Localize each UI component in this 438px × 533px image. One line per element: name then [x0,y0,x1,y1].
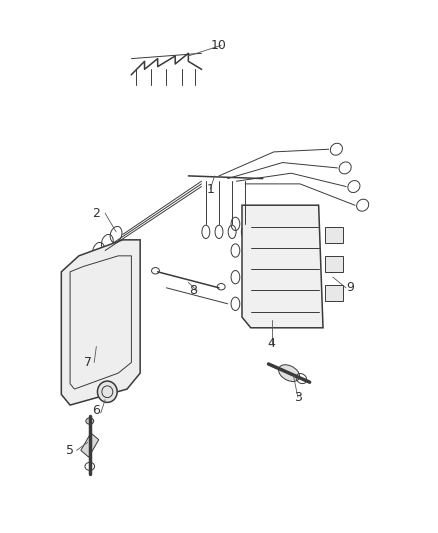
Ellipse shape [279,365,300,382]
Text: 5: 5 [66,444,74,457]
Bar [81,433,99,457]
Text: 1: 1 [206,183,214,196]
Text: 3: 3 [294,391,302,403]
Text: 7: 7 [84,356,92,369]
Bar [325,285,343,301]
Polygon shape [242,205,323,328]
Text: 6: 6 [92,404,100,417]
Text: 8: 8 [189,284,197,297]
Text: 2: 2 [92,207,100,220]
Text: 10: 10 [211,39,227,52]
Bar [325,227,343,243]
Text: 4: 4 [268,337,276,350]
Text: 9: 9 [346,281,354,294]
Polygon shape [61,240,140,405]
Ellipse shape [97,381,117,402]
Bar [325,256,343,272]
Ellipse shape [86,418,94,424]
